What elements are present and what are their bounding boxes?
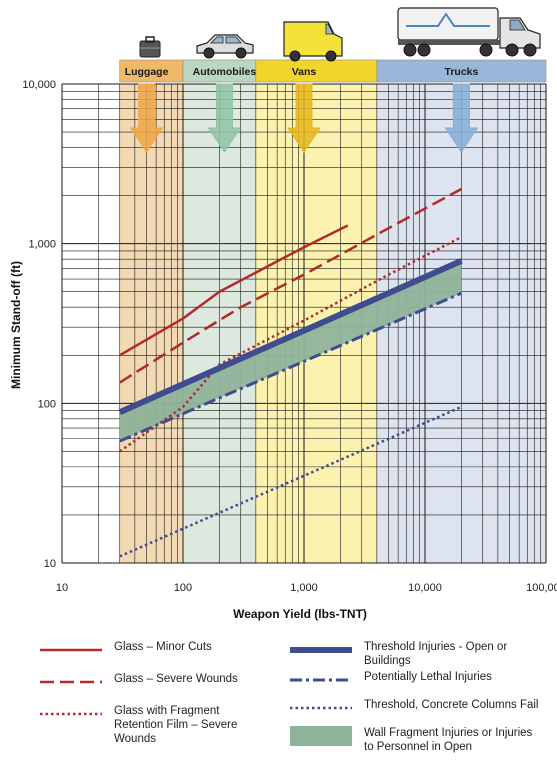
legend-swatch	[290, 647, 352, 653]
arrow-automobiles	[207, 83, 242, 153]
category-label-automobiles: Automobiles	[193, 66, 257, 78]
legend-swatch	[40, 712, 102, 716]
legend-swatch	[290, 726, 352, 746]
legend-swatch	[290, 678, 352, 682]
series-line-1	[119, 224, 349, 357]
axis-ticks: 10 100 1,000 10,000 100,000 10 100 1,000 10,000	[22, 79, 557, 594]
x-tick-label: 100	[174, 582, 192, 594]
legend-item: Potentially Lethal Injuries	[290, 670, 552, 690]
chart-series	[118, 187, 463, 558]
y-axis-title: Minimum Stand-off (ft)	[9, 261, 23, 389]
x-tick-label: 100,000	[526, 582, 557, 594]
category-arrows	[129, 83, 479, 153]
legend-item: Wall Fragment Injuries or Injuries to Pe…	[290, 726, 552, 754]
legend-swatch	[290, 706, 352, 710]
legend-label: Glass – Minor Cuts	[114, 641, 212, 653]
truck-icon	[397, 7, 541, 57]
y-tick-label: 100	[38, 398, 56, 410]
legend-label: Threshold, Concrete Columns Fail	[364, 699, 539, 711]
legend-item: Glass – Minor Cuts	[40, 640, 275, 660]
series-line-4	[118, 258, 463, 415]
legend-swatch	[40, 648, 102, 652]
van-icon	[283, 21, 343, 62]
automobile-icon	[196, 34, 254, 59]
arrow-trucks	[444, 83, 479, 153]
category-header: Luggage Automobiles Vans Trucks	[119, 59, 547, 83]
legend-label: Threshold Injuries - Open or Buildings	[364, 641, 508, 667]
wall-fragment-band	[119, 260, 462, 442]
legend-item: Threshold Injuries - Open or Buildings	[290, 640, 552, 668]
series-line-5	[119, 291, 463, 443]
x-axis-title: Weapon Yield (lbs-TNT)	[233, 607, 367, 621]
category-label-vans: Vans	[292, 66, 317, 78]
standoff-chart: Luggage Automobiles Vans Trucks	[9, 7, 557, 621]
legend-label: Glass – Severe Wounds	[114, 673, 238, 685]
x-tick-label: 10	[56, 582, 68, 594]
legend-item: Glass with Fragment Retention Film – Sev…	[40, 704, 275, 746]
series-line-6	[119, 405, 462, 558]
y-tick-label: 10	[44, 558, 56, 570]
wall-fragment-injury-band	[119, 260, 462, 442]
series-line-2	[119, 187, 463, 384]
header-vans	[255, 59, 378, 83]
luggage-icon	[139, 36, 161, 58]
vehicle-icons	[139, 7, 541, 62]
arrow-vans	[287, 83, 321, 153]
x-tick-label: 10,000	[408, 582, 442, 594]
legend-swatch	[40, 680, 102, 684]
legend-item: Threshold, Concrete Columns Fail	[290, 698, 552, 718]
header-trucks	[376, 59, 547, 83]
legend-label: Wall Fragment Injuries or Injuries to Pe…	[364, 727, 533, 753]
arrow-luggage	[129, 83, 164, 153]
category-label-luggage: Luggage	[125, 66, 169, 78]
y-tick-label: 10,000	[22, 79, 56, 91]
legend: Glass – Minor Cuts Glass – Severe Wounds…	[0, 630, 557, 765]
y-tick-label: 1,000	[28, 239, 56, 251]
legend-label: Glass with Fragment Retention Film – Sev…	[114, 705, 238, 745]
category-label-trucks: Trucks	[444, 66, 478, 78]
x-tick-label: 1,000	[290, 582, 318, 594]
legend-item: Glass – Severe Wounds	[40, 672, 275, 692]
legend-label: Potentially Lethal Injuries	[364, 671, 492, 683]
